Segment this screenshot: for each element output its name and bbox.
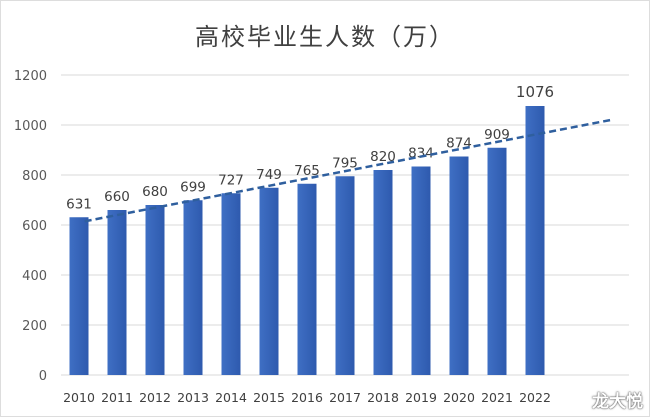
- y-tick-label: 400: [22, 269, 47, 284]
- bar: [335, 176, 355, 375]
- x-tick-label: 2017: [329, 390, 361, 405]
- bar: [183, 200, 203, 375]
- x-tick-label: 2014: [215, 390, 247, 405]
- bar: [411, 166, 431, 375]
- bar: [297, 183, 317, 375]
- y-tick-label: 1200: [14, 69, 47, 84]
- bar: [487, 147, 507, 375]
- trendline: [84, 118, 612, 223]
- bar: [107, 210, 127, 375]
- bar: [449, 156, 469, 375]
- y-tick-label: 0: [39, 369, 47, 384]
- chart-title: 高校毕业生人数（万）: [195, 23, 455, 51]
- data-label: 765: [294, 163, 320, 179]
- y-tick-label: 200: [22, 319, 47, 334]
- x-tick-label: 2019: [405, 390, 437, 405]
- data-label: 631: [66, 196, 92, 212]
- data-label: 795: [332, 155, 358, 171]
- watermark: 龙大悦: [592, 392, 643, 412]
- x-tick-label: 2012: [139, 390, 171, 405]
- data-label: 1076: [516, 83, 554, 101]
- x-tick-label: 2018: [367, 390, 399, 405]
- data-label: 699: [180, 179, 206, 195]
- data-label: 727: [218, 172, 244, 188]
- x-tick-label: 2022: [519, 390, 551, 405]
- bar: [373, 170, 393, 375]
- x-tick-label: 2020: [443, 390, 475, 405]
- data-label: 909: [484, 127, 510, 143]
- bar: [221, 193, 241, 375]
- bar: [525, 106, 545, 375]
- x-tick-label: 2016: [291, 390, 323, 405]
- x-tick-label: 2010: [63, 390, 95, 405]
- data-label: 874: [446, 136, 472, 152]
- data-label: 660: [104, 189, 130, 205]
- bar: [69, 217, 89, 375]
- x-tick-label: 2011: [101, 390, 133, 405]
- data-label: 680: [142, 184, 168, 200]
- y-tick-label: 800: [22, 169, 47, 184]
- data-label: 749: [256, 167, 282, 183]
- bar: [145, 205, 165, 375]
- y-tick-label: 600: [22, 219, 47, 234]
- x-tick-label: 2015: [253, 390, 285, 405]
- x-tick-label: 2021: [481, 390, 513, 405]
- y-tick-label: 1000: [14, 119, 47, 134]
- data-label: 820: [370, 149, 396, 165]
- x-tick-label: 2013: [177, 390, 209, 405]
- bar: [259, 187, 279, 375]
